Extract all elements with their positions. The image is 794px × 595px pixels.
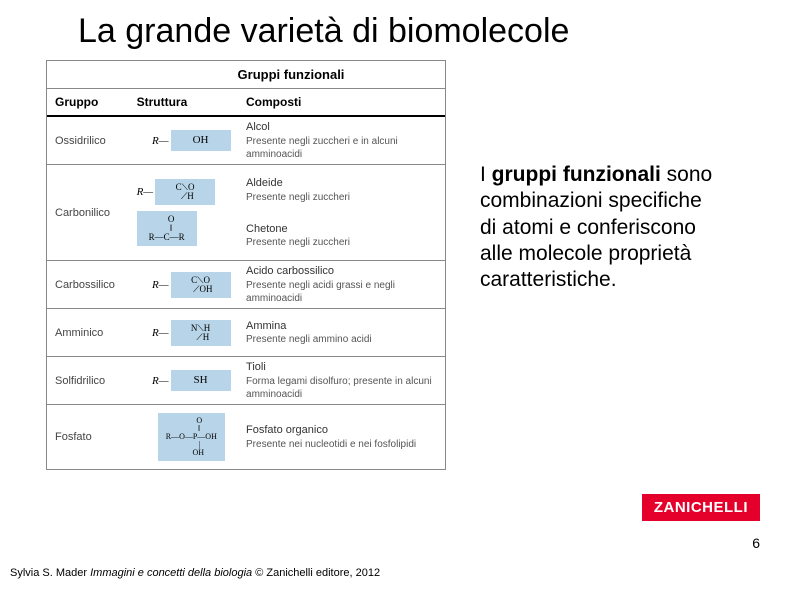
compound-name: Aldeide — [246, 176, 439, 190]
cell-struttura: R— OH — [137, 130, 246, 151]
table-column-headers: Gruppo Struttura Composti — [47, 89, 445, 117]
cell-composti: Alcol Presente negli zuccheri e in alcun… — [246, 120, 445, 160]
footer-author: Sylvia S. Mader — [10, 567, 90, 579]
table-row: Fosfato O ‖ R—O—P—OH | OH Fosfato organi… — [47, 405, 445, 469]
functional-groups-table: Gruppi funzionali Gruppo Struttura Compo… — [46, 60, 446, 470]
cell-gruppo: Carbonilico — [47, 207, 137, 219]
col-header-composti: Composti — [246, 95, 445, 109]
zanichelli-logo: ZANICHELLI — [642, 494, 760, 521]
cell-composti: Tioli Forma legami disolfuro; presente i… — [246, 360, 445, 400]
compound-desc: Presente negli zuccheri — [246, 236, 439, 249]
compound-desc: Forma legami disolfuro; presente in alcu… — [246, 375, 439, 401]
struct-prefix: R— — [152, 375, 169, 387]
struct-box: N⟍H ⟋H — [171, 320, 231, 346]
struct-box: OH — [171, 130, 231, 151]
compound-name: Fosfato organico — [246, 423, 439, 437]
footer-citation: Sylvia S. Mader Immagini e concetti dell… — [10, 567, 380, 579]
cell-composti: Ammina Presente negli ammino acidi — [246, 319, 445, 346]
col-header-struttura: Struttura — [137, 95, 246, 109]
struct-box: O ‖ R—C—R — [137, 211, 197, 246]
cell-struttura: R— C⟍O ⟋H O ‖ R—C—R — [137, 175, 246, 250]
page-number: 6 — [752, 535, 760, 551]
table-row: Solfidrilico R— SH Tioli Forma legami di… — [47, 357, 445, 405]
cell-struttura: O ‖ R—O—P—OH | OH — [137, 413, 246, 461]
compound-desc: Presente negli acidi grassi e negli ammi… — [246, 279, 439, 305]
compound-name: Alcol — [246, 120, 439, 134]
desc-prefix: I — [480, 163, 492, 186]
cell-composti: Fosfato organico Presente nei nucleotidi… — [246, 423, 445, 450]
description-text: I gruppi funzionali sono combinazioni sp… — [480, 162, 720, 293]
struct-prefix: R— — [152, 135, 169, 147]
cell-gruppo: Amminico — [47, 327, 137, 339]
table-header: Gruppi funzionali — [47, 61, 445, 89]
compound-name: Acido carbossilico — [246, 264, 439, 278]
footer-rest: © Zanichelli editore, 2012 — [252, 567, 380, 579]
struct-prefix: R— — [137, 186, 154, 198]
cell-struttura: R— N⟍H ⟋H — [137, 320, 246, 346]
struct-prefix: R— — [152, 327, 169, 339]
cell-composti: Acido carbossilico Presente negli acidi … — [246, 264, 445, 304]
cell-gruppo: Ossidrilico — [47, 135, 137, 147]
table-title: Gruppi funzionali — [145, 67, 437, 82]
struct-box: C⟍O ⟋OH — [171, 272, 231, 298]
cell-struttura: R— C⟍O ⟋OH — [137, 272, 246, 298]
page-title: La grande varietà di biomolecole — [78, 12, 569, 51]
cell-gruppo: Fosfato — [47, 431, 137, 443]
compound-desc: Presente negli zuccheri — [246, 191, 439, 204]
table-row: Carbossilico R— C⟍O ⟋OH Acido carbossili… — [47, 261, 445, 309]
table-row: Ossidrilico R— OH Alcol Presente negli z… — [47, 117, 445, 165]
struct-box: SH — [171, 370, 231, 391]
compound-name: Ammina — [246, 319, 439, 333]
struct-box: O ‖ R—O—P—OH | OH — [158, 413, 225, 461]
struct-box: C⟍O ⟋H — [155, 179, 215, 205]
cell-gruppo: Solfidrilico — [47, 375, 137, 387]
struct-prefix: R— — [152, 279, 169, 291]
compound-desc: Presente nei nucleotidi e nei fosfolipid… — [246, 438, 439, 451]
cell-struttura: R— SH — [137, 370, 246, 391]
footer-title: Immagini e concetti della biologia — [90, 567, 252, 579]
compound-desc: Presente negli zuccheri e in alcuni ammi… — [246, 135, 439, 161]
desc-bold: gruppi funzionali — [492, 163, 661, 186]
table-row: Amminico R— N⟍H ⟋H Ammina Presente negli… — [47, 309, 445, 357]
table-row: Carbonilico R— C⟍O ⟋H O ‖ R—C—R Aldeide … — [47, 165, 445, 261]
compound-desc: Presente negli ammino acidi — [246, 333, 439, 346]
compound-name: Chetone — [246, 222, 439, 236]
cell-composti: Aldeide Presente negli zuccheri Chetone … — [246, 172, 445, 253]
col-header-gruppo: Gruppo — [47, 95, 137, 109]
compound-name: Tioli — [246, 360, 439, 374]
cell-gruppo: Carbossilico — [47, 279, 137, 291]
